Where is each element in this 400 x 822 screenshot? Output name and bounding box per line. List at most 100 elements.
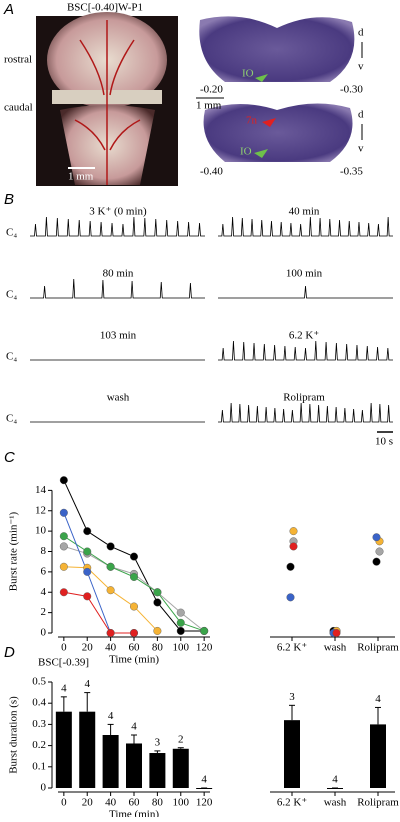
x-tick-label: 20 [82, 797, 94, 809]
bar [79, 711, 96, 788]
label: caudal [4, 102, 33, 114]
note: BSC[-0.39] [38, 657, 89, 669]
x-tick-label: 80 [152, 797, 164, 809]
category-label: Rolipram [357, 797, 399, 809]
arrow-7n [262, 118, 276, 127]
coord: -0.30 [340, 84, 363, 96]
trace [30, 278, 205, 299]
trace-label: wash [107, 392, 130, 404]
category-label: 6.2 K⁺ [277, 642, 307, 654]
coord: -0.35 [340, 166, 363, 178]
x-tick-label: 80 [152, 642, 164, 654]
y-tick-label: 0 [41, 782, 47, 794]
x-tick-label: 100 [173, 797, 190, 809]
dir: v [358, 61, 364, 73]
category-label: Rolipram [357, 642, 399, 654]
point [129, 629, 138, 638]
trace-label: Rolipram [283, 392, 325, 404]
y-tick-label: 6 [41, 565, 47, 577]
bar [284, 720, 300, 788]
point [59, 476, 68, 485]
arrow-io [254, 149, 268, 158]
arrow-io [255, 74, 268, 82]
n-label: 4 [201, 774, 207, 786]
series-line [63, 591, 134, 634]
n-label: 4 [332, 774, 338, 786]
point [176, 626, 185, 635]
n-label: 4 [375, 693, 381, 705]
channel-label: C₄ [6, 227, 17, 239]
marker-label: IO [242, 68, 254, 80]
trace [218, 340, 393, 361]
n-label: 3 [289, 691, 295, 703]
bar [55, 711, 72, 788]
panel-label: D [4, 644, 15, 661]
point [59, 532, 68, 541]
panel-label: A [3, 1, 14, 18]
point [106, 542, 115, 551]
point [83, 527, 92, 536]
x-tick-label: 40 [105, 797, 117, 809]
point [286, 562, 295, 571]
point [129, 552, 138, 561]
n-label: 4 [84, 678, 90, 690]
point [106, 629, 115, 638]
scale-label: 1 mm [68, 171, 94, 183]
channel-label: C₄ [6, 289, 17, 301]
point [289, 542, 298, 551]
slice-1 [199, 16, 355, 82]
y-tick-label: 0.3 [32, 718, 46, 730]
y-tick-label: 4 [41, 586, 47, 598]
x-tick-label: 100 [173, 642, 190, 654]
point [372, 557, 381, 566]
n-label: 4 [108, 710, 114, 722]
series-line [63, 566, 158, 632]
point [200, 626, 209, 635]
x-tick-label: 0 [61, 797, 67, 809]
y-tick-label: 14 [35, 484, 47, 496]
point [83, 547, 92, 556]
point [59, 588, 68, 597]
point [332, 629, 341, 638]
channel-label: C₄ [6, 413, 17, 425]
x-tick-label: 120 [196, 642, 213, 654]
dir: v [358, 143, 364, 155]
label: rostral [4, 54, 32, 66]
vessels [74, 20, 141, 185]
slice-2 [203, 103, 353, 162]
trace [218, 402, 393, 423]
point [129, 572, 138, 581]
dir: d [358, 109, 364, 121]
bar [172, 748, 189, 788]
point [83, 592, 92, 601]
y-axis-label: Burst duration (s) [8, 696, 20, 774]
point [286, 593, 295, 602]
category-label: wash [324, 642, 347, 654]
x-tick-label: 40 [105, 642, 117, 654]
channel-label: C₄ [6, 351, 17, 363]
trace-label: 100 min [286, 268, 323, 280]
y-tick-label: 2 [41, 606, 47, 618]
point [59, 542, 68, 551]
dir: d [358, 27, 364, 39]
point [129, 602, 138, 611]
x-tick-label: 20 [82, 642, 94, 654]
trace [218, 216, 393, 237]
coord: -0.20 [200, 84, 223, 96]
point [106, 562, 115, 571]
trace-label: 80 min [103, 268, 134, 280]
x-axis-label: Time (min) [109, 654, 159, 666]
photo-title: BSC[-0.40]W-P1 [67, 2, 143, 14]
y-tick-label: 0.2 [32, 739, 46, 751]
y-tick-label: 12 [35, 504, 46, 516]
y-tick-label: 0.5 [32, 676, 46, 688]
n-label: 4 [61, 682, 67, 694]
x-tick-label: 60 [129, 797, 141, 809]
point [372, 533, 381, 542]
trace [30, 216, 205, 237]
n-label: 4 [131, 721, 137, 733]
y-tick-label: 10 [35, 525, 47, 537]
category-label: wash [324, 797, 347, 809]
bar [102, 735, 119, 788]
